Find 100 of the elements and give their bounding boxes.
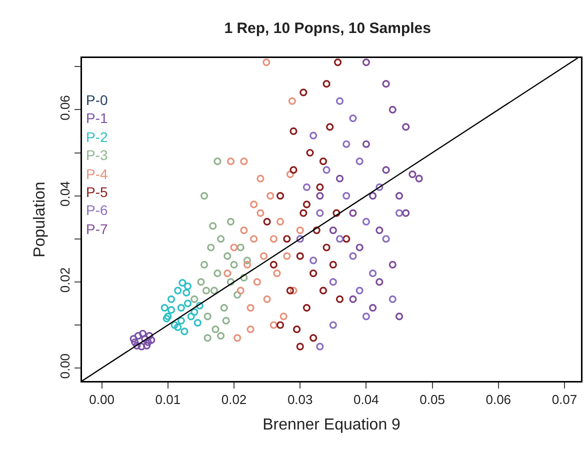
- point: [310, 270, 318, 278]
- point: [263, 295, 271, 303]
- point: [142, 342, 151, 350]
- point: [177, 316, 185, 325]
- point: [349, 114, 357, 122]
- point: [226, 218, 235, 226]
- point: [200, 260, 208, 269]
- point: [329, 321, 337, 329]
- legend-label: P-0: [86, 92, 108, 108]
- point: [236, 286, 244, 294]
- point: [369, 270, 377, 278]
- point: [197, 278, 205, 286]
- point: [133, 342, 141, 350]
- point: [329, 278, 337, 286]
- text: P-2: [86, 129, 108, 145]
- point: [246, 326, 254, 334]
- point: [209, 222, 217, 230]
- text: P-6: [86, 202, 108, 218]
- point: [253, 278, 261, 286]
- point: [214, 158, 222, 166]
- point: [376, 226, 384, 234]
- point: [240, 158, 248, 166]
- point: [302, 183, 311, 191]
- point: [224, 252, 232, 260]
- point: [290, 127, 298, 136]
- point: [130, 334, 138, 343]
- point: [220, 304, 228, 312]
- point: [164, 312, 172, 320]
- point: [196, 302, 204, 310]
- point: [214, 270, 222, 278]
- point: [226, 278, 235, 286]
- point: [336, 295, 344, 303]
- point: [388, 295, 396, 303]
- y-tick-label: 0.02: [57, 267, 72, 293]
- point: [170, 321, 178, 329]
- x-tick-label: 0.02: [221, 392, 247, 408]
- y-axis-title: Population: [31, 182, 48, 258]
- x-tick-label: 0.01: [155, 392, 181, 408]
- point: [326, 123, 334, 131]
- point: [230, 260, 238, 269]
- point: [146, 332, 154, 340]
- point: [174, 286, 182, 294]
- point: [270, 321, 278, 329]
- point: [286, 286, 294, 294]
- point: [139, 330, 147, 338]
- point: [234, 291, 242, 299]
- point: [290, 166, 298, 174]
- x-tick-label: 0.04: [354, 392, 379, 408]
- point: [212, 326, 220, 334]
- x-tick-label: 0.03: [287, 392, 313, 408]
- point: [300, 88, 308, 96]
- text: P-3: [86, 147, 108, 163]
- point: [276, 218, 284, 226]
- point: [415, 174, 423, 182]
- point: [160, 304, 168, 312]
- point: [302, 304, 311, 312]
- point: [180, 328, 188, 336]
- point: [256, 209, 264, 217]
- point: [362, 58, 370, 66]
- point: [240, 226, 248, 234]
- point: [402, 123, 410, 131]
- point: [178, 279, 186, 287]
- point: [280, 312, 288, 320]
- point: [382, 80, 390, 88]
- x-tick-label: 0.06: [486, 392, 512, 408]
- point: [243, 260, 252, 269]
- point: [283, 235, 291, 243]
- point: [250, 235, 258, 243]
- y-tick-label: 0.04: [57, 181, 72, 207]
- point: [310, 256, 318, 264]
- point: [263, 218, 271, 226]
- chart-title: 1 Rep, 10 Popns, 10 Samples: [224, 20, 431, 38]
- point: [273, 270, 281, 278]
- point: [236, 244, 244, 252]
- point: [296, 252, 304, 260]
- point: [395, 192, 404, 200]
- point: [184, 282, 192, 290]
- point: [316, 183, 324, 191]
- point: [362, 312, 370, 320]
- point: [250, 200, 258, 208]
- point: [276, 192, 284, 200]
- point: [362, 140, 370, 148]
- point: [134, 332, 142, 340]
- point: [296, 342, 304, 350]
- point: [388, 106, 396, 114]
- point: [349, 209, 357, 217]
- point: [184, 300, 192, 308]
- point: [202, 286, 210, 294]
- point: [316, 192, 324, 200]
- point: [402, 209, 410, 217]
- point: [302, 200, 311, 208]
- point: [167, 295, 176, 303]
- point: [286, 170, 294, 178]
- x-axis-title: Brenner Equation 9: [262, 416, 401, 434]
- point: [182, 288, 190, 297]
- point: [300, 209, 308, 217]
- point: [312, 226, 320, 234]
- point: [293, 326, 301, 334]
- point: [246, 304, 254, 312]
- point: [230, 244, 238, 252]
